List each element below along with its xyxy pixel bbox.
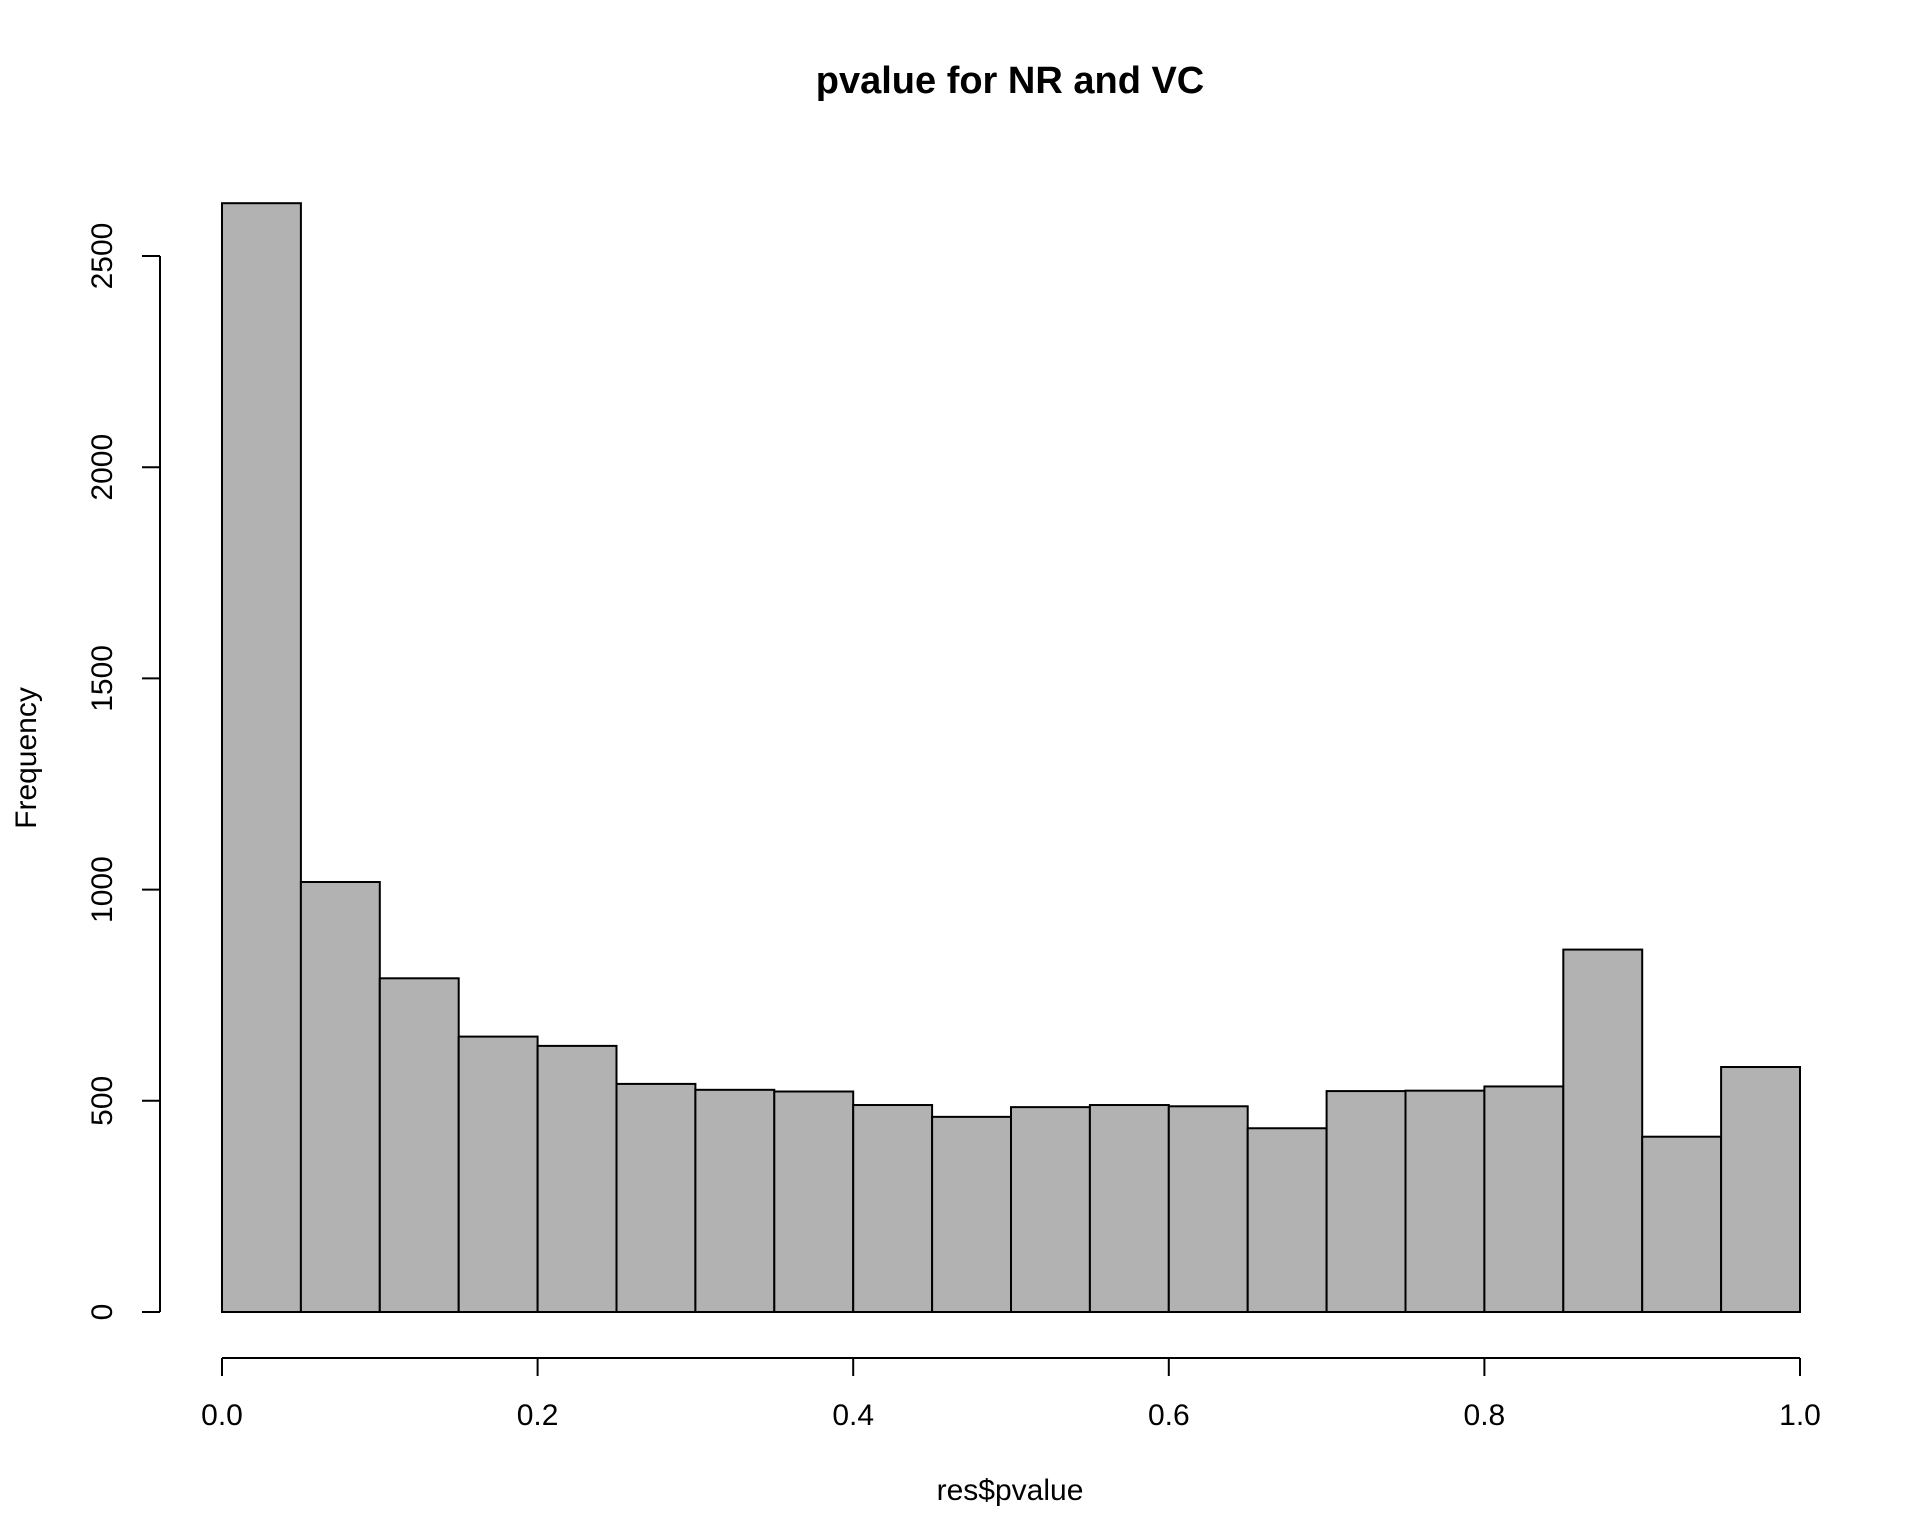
y-axis-label: Frequency — [10, 687, 43, 829]
histogram-bar — [299, 880, 381, 1314]
y-tick-label: 1000 — [86, 856, 119, 923]
x-tick-label: 0.2 — [517, 1399, 559, 1432]
x-axis-label: res$pvalue — [937, 1474, 1084, 1507]
x-tick-label: 0.0 — [201, 1399, 243, 1432]
x-tick-label: 0.8 — [1464, 1399, 1506, 1432]
histogram-bar — [1246, 1127, 1328, 1313]
histogram-bar — [931, 1115, 1012, 1313]
histogram-bar — [536, 1044, 618, 1313]
x-tick-label: 0.6 — [1148, 1399, 1190, 1432]
histogram-bar — [773, 1090, 855, 1313]
y-tick-label: 2000 — [86, 434, 119, 501]
histogram-bar — [1010, 1106, 1091, 1313]
histogram-bar — [1641, 1135, 1723, 1313]
histogram-bar — [1404, 1089, 1486, 1313]
histogram-bar — [1483, 1085, 1565, 1313]
y-tick-label: 0 — [86, 1304, 119, 1321]
histogram-bar — [1720, 1066, 1801, 1314]
histogram-bar — [1088, 1104, 1170, 1314]
histogram-bar — [694, 1088, 776, 1314]
histogram-bar — [1325, 1090, 1407, 1314]
histogram-bar — [615, 1082, 697, 1314]
histogram-bar — [1167, 1105, 1249, 1314]
x-tick-label: 1.0 — [1779, 1399, 1821, 1432]
chart-title: pvalue for NR and VC — [816, 60, 1205, 102]
y-tick-label: 2500 — [86, 223, 119, 290]
histogram-bar — [852, 1104, 934, 1314]
histogram-bar — [378, 977, 460, 1314]
histogram-bar — [457, 1035, 539, 1313]
histogram-bar — [1562, 948, 1644, 1313]
y-tick-label: 500 — [86, 1076, 119, 1126]
y-axis: 0 500 1000 1500 2000 2500 — [86, 223, 161, 1321]
histogram-bar — [221, 202, 302, 1314]
histogram-bars — [221, 202, 1801, 1314]
y-tick-label: 1500 — [86, 645, 119, 712]
x-axis: 0.0 0.2 0.4 0.6 0.8 1.0 — [201, 1357, 1821, 1432]
x-tick-label: 0.4 — [832, 1399, 874, 1432]
